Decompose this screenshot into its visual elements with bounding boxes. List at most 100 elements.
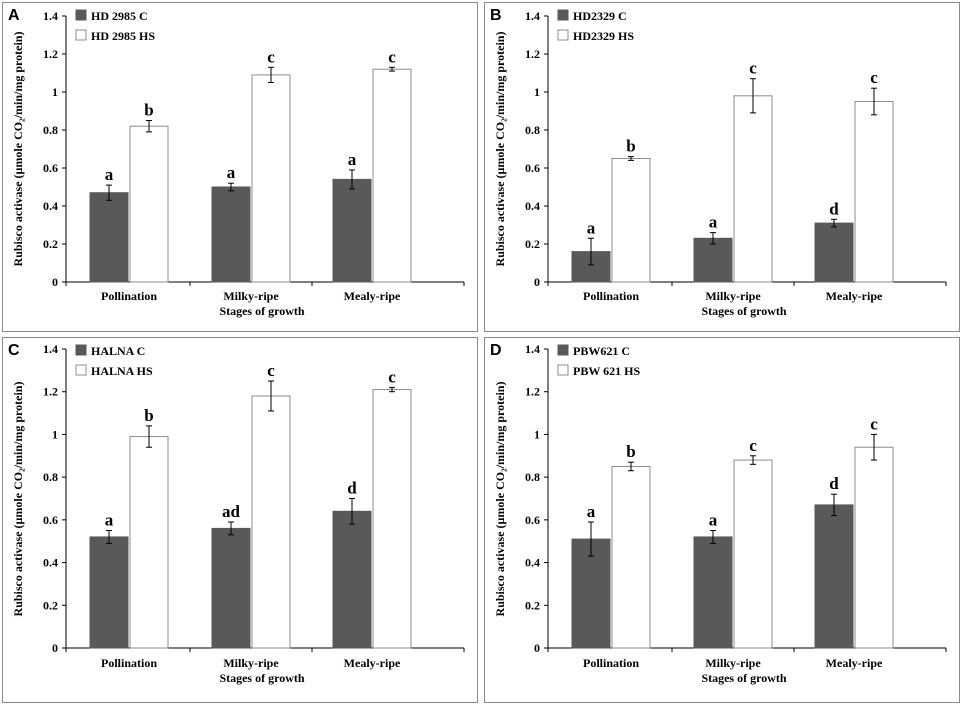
- significance-letter: c: [870, 414, 878, 433]
- significance-letter: a: [105, 511, 114, 530]
- x-tick-label: Pollination: [101, 656, 157, 670]
- x-tick-label: Pollination: [101, 289, 157, 303]
- bar-heat-stress: [251, 395, 291, 649]
- bar-control: [332, 178, 372, 283]
- y-tick-label: 1.2: [43, 385, 58, 399]
- x-axis-title: Stages of growth: [701, 671, 786, 685]
- bar-heat-stress: [733, 95, 773, 283]
- legend-swatch: [75, 29, 87, 41]
- x-axis-title: Stages of growth: [219, 304, 304, 318]
- y-tick-label: 1.4: [525, 342, 540, 356]
- chart-c: C 0 0.2 0.4 0.6 0.8 1 1.2 1.4 Rubisco activase (µ…: [2, 337, 478, 703]
- significance-letter: b: [144, 101, 153, 120]
- y-tick-label: 0.6: [525, 161, 540, 175]
- bar-control: [814, 222, 854, 283]
- y-tick-label: 0.8: [525, 123, 540, 137]
- bar-heat-stress: [372, 389, 412, 649]
- significance-letter: c: [749, 59, 757, 78]
- y-tick-label: 1: [52, 85, 58, 99]
- significance-letter: d: [829, 199, 839, 218]
- significance-letter: c: [870, 68, 878, 87]
- legend-label: HD2329 C: [573, 9, 627, 23]
- significance-letter: d: [347, 479, 357, 498]
- legend-swatch: [557, 29, 569, 41]
- panel-c: C 0 0.2 0.4 0.6 0.8 1 1.2 1.4 Rubisco activase (µ…: [2, 337, 478, 703]
- significance-letter: c: [749, 436, 757, 455]
- y-tick-label: 1: [534, 85, 540, 99]
- panel-b: B 0 0.2 0.4 0.6 0.8 1 1.2 1.4 Rubisco activase (µ…: [484, 2, 960, 332]
- significance-letter: c: [388, 367, 396, 386]
- significance-letter: c: [267, 361, 275, 380]
- y-tick-label: 1.2: [43, 47, 58, 61]
- y-tick-label: 1.4: [525, 9, 540, 23]
- chart-a: A 0 0.2 0.4 0.6 0.8 1 1.2 1.4 Rubisco activase (µ…: [2, 2, 478, 332]
- significance-letter: c: [388, 47, 396, 66]
- significance-letter: a: [227, 163, 236, 182]
- legend-swatch: [557, 9, 569, 21]
- x-tick-label: Pollination: [583, 656, 639, 670]
- bar-control: [89, 192, 129, 283]
- chart-d: D 0 0.2 0.4 0.6 0.8 1 1.2 1.4 Rubisco activase (µ…: [484, 337, 960, 703]
- bar-control: [211, 186, 251, 283]
- y-axis-title: Rubisco activase (µmole CO₂/min/mg prote…: [493, 382, 507, 617]
- y-tick-label: 0: [534, 275, 540, 289]
- bar-heat-stress: [854, 101, 894, 283]
- panel-label: D: [490, 342, 502, 359]
- y-tick-label: 0: [52, 641, 58, 655]
- y-tick-label: 1: [52, 427, 58, 441]
- y-tick-label: 0: [534, 641, 540, 655]
- panel-label: A: [8, 7, 20, 24]
- y-tick-label: 0.2: [43, 237, 58, 251]
- y-tick-label: 1.4: [43, 9, 58, 23]
- legend-swatch: [75, 344, 87, 356]
- bar-heat-stress: [129, 436, 169, 649]
- bar-control: [693, 536, 733, 649]
- legend-label: PBW621 C: [573, 344, 630, 358]
- y-tick-label: 0.6: [525, 513, 540, 527]
- y-tick-label: 0.2: [43, 598, 58, 612]
- significance-letter: b: [144, 406, 153, 425]
- y-tick-label: 1: [534, 427, 540, 441]
- chart-b: B 0 0.2 0.4 0.6 0.8 1 1.2 1.4 Rubisco activase (µ…: [484, 2, 960, 332]
- y-tick-label: 1.4: [43, 342, 58, 356]
- bar-control: [571, 538, 611, 649]
- significance-letter: b: [626, 442, 635, 461]
- y-tick-label: 0.2: [525, 598, 540, 612]
- panel-label: C: [8, 342, 20, 359]
- y-tick-label: 0.8: [43, 470, 58, 484]
- legend-swatch: [557, 344, 569, 356]
- y-tick-label: 0.4: [43, 556, 58, 570]
- bar-control: [693, 237, 733, 283]
- bar-heat-stress: [129, 125, 169, 283]
- panel-d: D 0 0.2 0.4 0.6 0.8 1 1.2 1.4 Rubisco activase (µ…: [484, 337, 960, 703]
- y-axis-title: Rubisco activase (µmole CO₂/min/mg prote…: [11, 32, 25, 267]
- x-tick-label: Mealy-ripe: [826, 656, 883, 670]
- y-tick-label: 0: [52, 275, 58, 289]
- bar-heat-stress: [251, 74, 291, 283]
- x-tick-label: Mealy-ripe: [344, 289, 401, 303]
- bar-heat-stress: [733, 459, 773, 649]
- panel-a: A 0 0.2 0.4 0.6 0.8 1 1.2 1.4 Rubisco activase (µ…: [2, 2, 478, 332]
- y-tick-label: 0.6: [43, 513, 58, 527]
- significance-letter: a: [709, 511, 718, 530]
- x-tick-label: Mealy-ripe: [826, 289, 883, 303]
- y-tick-label: 0.8: [525, 470, 540, 484]
- bar-heat-stress: [611, 158, 651, 283]
- legend-swatch: [557, 364, 569, 376]
- significance-letter: ad: [222, 502, 241, 521]
- y-tick-label: 1.2: [525, 47, 540, 61]
- y-axis-title: Rubisco activase (µmole CO₂/min/mg prote…: [11, 382, 25, 617]
- y-tick-label: 0.8: [43, 123, 58, 137]
- bar-control: [332, 510, 372, 649]
- x-tick-label: Mealy-ripe: [344, 656, 401, 670]
- y-tick-label: 1.2: [525, 385, 540, 399]
- x-axis-title: Stages of growth: [219, 671, 304, 685]
- significance-letter: a: [587, 218, 596, 237]
- panel-label: B: [490, 7, 502, 24]
- legend-label: PBW 621 HS: [573, 364, 640, 378]
- bar-control: [211, 527, 251, 649]
- x-tick-label: Milky-ripe: [223, 289, 279, 303]
- legend-label: HALNA HS: [91, 364, 153, 378]
- y-tick-label: 0.4: [525, 199, 540, 213]
- legend-swatch: [75, 364, 87, 376]
